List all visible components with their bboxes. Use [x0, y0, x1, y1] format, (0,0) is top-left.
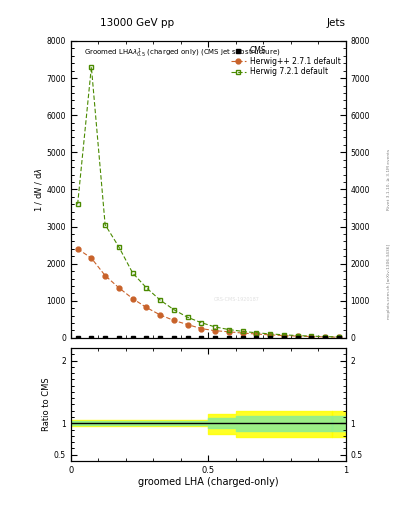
Line: Herwig 7.2.1 default: Herwig 7.2.1 default [75, 65, 342, 339]
X-axis label: groomed LHA (charged-only): groomed LHA (charged-only) [138, 477, 279, 487]
Herwig 7.2.1 default [240, 328, 245, 334]
Herwig++ 2.7.1 default [213, 328, 218, 334]
Herwig 7.2.1 default [323, 333, 328, 339]
Legend: CMS, Herwig++ 2.7.1 default, Herwig 7.2.1 default: CMS, Herwig++ 2.7.1 default, Herwig 7.2.… [229, 45, 342, 78]
CMS [103, 335, 108, 341]
Text: Groomed LHA$\lambda^{1}_{0.5}$ (charged only) (CMS jet substructure): Groomed LHA$\lambda^{1}_{0.5}$ (charged … [84, 47, 281, 60]
CMS [171, 335, 176, 341]
Herwig 7.2.1 default [89, 64, 94, 70]
Line: CMS: CMS [76, 336, 341, 339]
Herwig 7.2.1 default [336, 334, 341, 340]
Herwig++ 2.7.1 default [199, 326, 204, 332]
Herwig++ 2.7.1 default [103, 272, 108, 279]
Herwig++ 2.7.1 default [323, 334, 328, 340]
Herwig++ 2.7.1 default [336, 334, 341, 340]
Text: Jets: Jets [327, 18, 346, 28]
CMS [281, 335, 286, 341]
Herwig++ 2.7.1 default [309, 333, 314, 339]
Herwig 7.2.1 default [281, 332, 286, 338]
Herwig 7.2.1 default [116, 244, 121, 250]
Herwig 7.2.1 default [199, 319, 204, 326]
Herwig++ 2.7.1 default [295, 333, 300, 339]
CMS [75, 335, 80, 341]
Herwig 7.2.1 default [171, 307, 176, 313]
Herwig++ 2.7.1 default [75, 246, 80, 252]
Herwig++ 2.7.1 default [144, 305, 149, 311]
CMS [240, 335, 245, 341]
Herwig 7.2.1 default [295, 332, 300, 338]
Text: CRS-CMS-1920187: CRS-CMS-1920187 [214, 297, 260, 302]
CMS [130, 335, 135, 341]
CMS [226, 335, 231, 341]
CMS [213, 335, 218, 341]
Herwig 7.2.1 default [254, 330, 259, 336]
Herwig 7.2.1 default [75, 201, 80, 207]
CMS [336, 335, 341, 341]
Y-axis label: Ratio to CMS: Ratio to CMS [42, 378, 51, 431]
CMS [185, 335, 190, 341]
Herwig 7.2.1 default [226, 327, 231, 333]
CMS [199, 335, 204, 341]
Herwig 7.2.1 default [309, 333, 314, 339]
Line: Herwig++ 2.7.1 default: Herwig++ 2.7.1 default [75, 246, 342, 339]
Herwig++ 2.7.1 default [254, 331, 259, 337]
Herwig++ 2.7.1 default [130, 295, 135, 302]
Herwig 7.2.1 default [158, 297, 163, 303]
Text: Rivet 3.1.10, ≥ 3.1M events: Rivet 3.1.10, ≥ 3.1M events [387, 148, 391, 210]
CMS [116, 335, 121, 341]
Herwig++ 2.7.1 default [281, 333, 286, 339]
CMS [254, 335, 259, 341]
Herwig++ 2.7.1 default [240, 330, 245, 336]
CMS [89, 335, 94, 341]
Herwig++ 2.7.1 default [89, 255, 94, 261]
Herwig 7.2.1 default [103, 222, 108, 228]
CMS [144, 335, 149, 341]
Herwig 7.2.1 default [185, 314, 190, 321]
Text: 13000 GeV pp: 13000 GeV pp [101, 18, 174, 28]
CMS [309, 335, 314, 341]
Herwig++ 2.7.1 default [171, 317, 176, 324]
Herwig 7.2.1 default [213, 324, 218, 330]
Herwig++ 2.7.1 default [268, 332, 272, 338]
Herwig 7.2.1 default [268, 331, 272, 337]
Herwig++ 2.7.1 default [116, 285, 121, 291]
CMS [295, 335, 300, 341]
Text: mcplots.cern.ch [arXiv:1306.3436]: mcplots.cern.ch [arXiv:1306.3436] [387, 244, 391, 319]
Herwig++ 2.7.1 default [226, 329, 231, 335]
Herwig 7.2.1 default [130, 270, 135, 276]
Herwig 7.2.1 default [144, 285, 149, 291]
CMS [323, 335, 328, 341]
Herwig++ 2.7.1 default [185, 322, 190, 328]
CMS [268, 335, 272, 341]
CMS [158, 335, 163, 341]
Y-axis label: 1 / $\mathrm{d}N$ / $\mathrm{d}\lambda$: 1 / $\mathrm{d}N$ / $\mathrm{d}\lambda$ [33, 167, 44, 212]
Herwig++ 2.7.1 default [158, 312, 163, 318]
